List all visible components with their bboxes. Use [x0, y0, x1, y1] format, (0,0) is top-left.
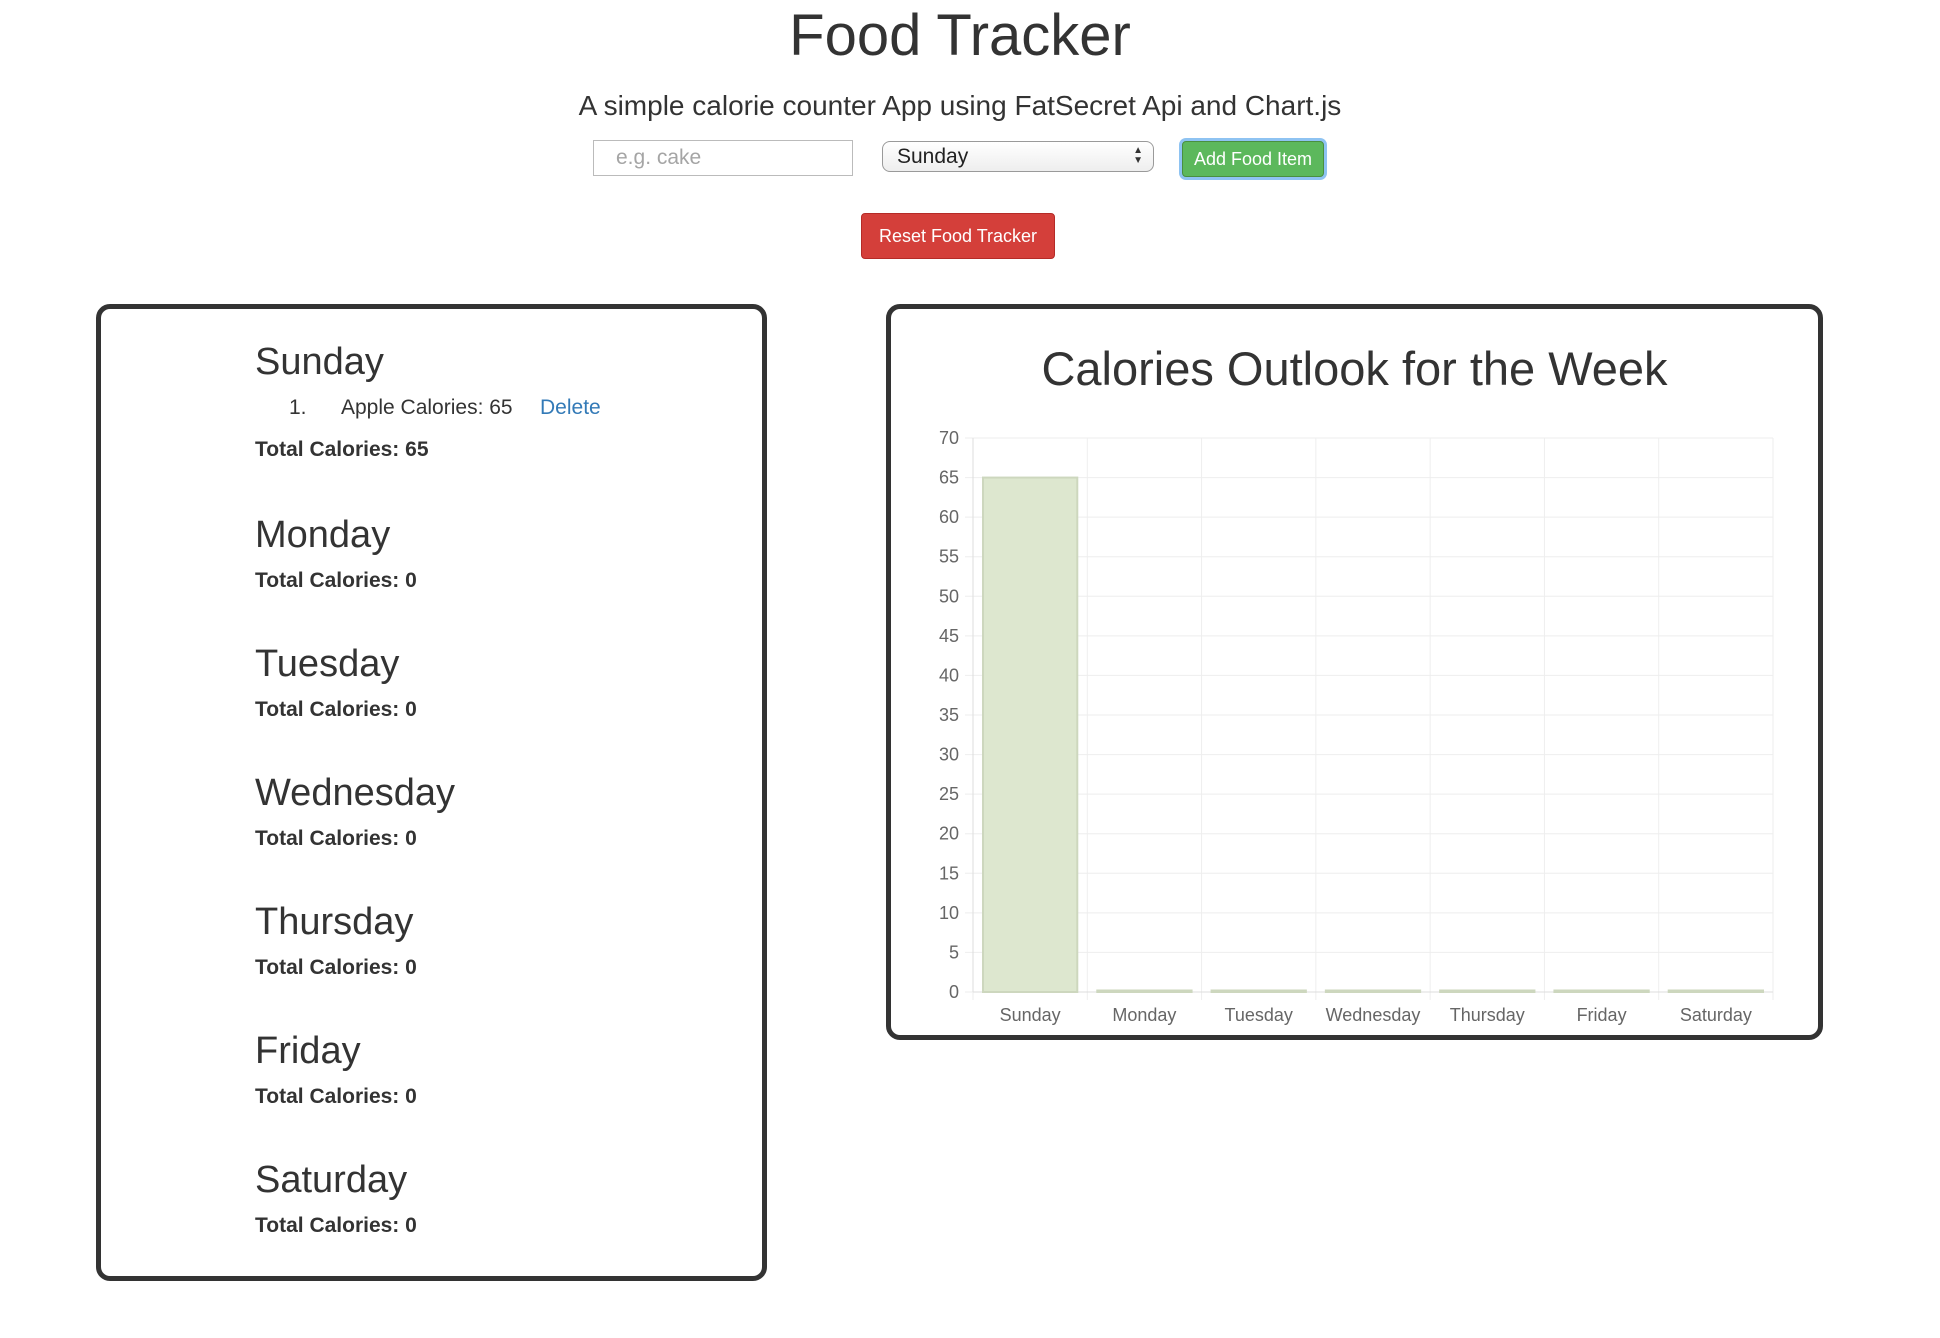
y-tick-label: 55	[939, 547, 959, 567]
day-name: Thursday	[255, 901, 414, 943]
x-tick-label: Friday	[1577, 1005, 1627, 1025]
y-tick-label: 5	[949, 942, 959, 962]
day-total: Total Calories: 0	[255, 569, 417, 592]
bar-friday	[1553, 989, 1650, 993]
list-item-text: Apple Calories: 65	[341, 396, 513, 419]
calorie-bar-chart: 0 5 10 15 20 25 30 35 40 45 50 55 60 65 70 Sunday Monday…	[939, 428, 1774, 1025]
day-total: Total Calories: 0	[255, 698, 417, 721]
x-tick-label: Thursday	[1450, 1005, 1525, 1025]
x-tick-label: Wednesday	[1326, 1005, 1421, 1025]
day-section-monday: Monday Total Calories: 0	[255, 514, 417, 593]
day-select-value: Sunday	[897, 145, 969, 168]
day-section-thursday: Thursday Total Calories: 0	[255, 901, 417, 980]
day-name: Tuesday	[255, 643, 400, 685]
y-tick-label: 35	[939, 705, 959, 725]
list-item: 1. Apple Calories: 65 Delete	[255, 396, 601, 426]
y-tick-label: 30	[939, 745, 959, 765]
day-total: Total Calories: 65	[255, 438, 429, 461]
page-title: Food Tracker	[789, 3, 1131, 68]
day-total: Total Calories: 0	[255, 956, 417, 979]
chart-panel: Calories Outlook for the Week 0 5 10 15 20 25…	[886, 304, 1823, 1040]
y-tick-label: 45	[939, 626, 959, 646]
bar-wednesday	[1324, 989, 1422, 993]
bar-monday	[1096, 989, 1193, 993]
day-total: Total Calories: 0	[255, 1085, 417, 1108]
day-total: Total Calories: 0	[255, 827, 417, 850]
y-tick-label: 15	[939, 863, 959, 883]
bar-tuesday	[1210, 989, 1307, 993]
reset-food-tracker-button[interactable]: Reset Food Tracker	[861, 213, 1055, 259]
y-tick-label: 40	[939, 665, 959, 685]
bar-sunday	[982, 476, 1079, 994]
y-tick-label: 50	[939, 586, 959, 606]
day-section-sunday: Sunday 1. Apple Calories: 65 Delete Tota…	[255, 341, 601, 462]
x-tick-label: Sunday	[1000, 1005, 1061, 1025]
bar-thursday	[1439, 989, 1536, 993]
y-tick-label: 60	[939, 507, 959, 527]
bar-saturday	[1667, 989, 1765, 993]
day-section-tuesday: Tuesday Total Calories: 0	[255, 643, 417, 722]
day-name: Saturday	[255, 1159, 408, 1201]
day-section-wednesday: Wednesday Total Calories: 0	[255, 772, 455, 851]
day-total: Total Calories: 0	[255, 1214, 417, 1237]
page-subtitle: A simple calorie counter App using FatSe…	[578, 90, 1342, 121]
x-tick-label: Saturday	[1680, 1005, 1752, 1025]
add-food-item-button[interactable]: Add Food Item	[1182, 141, 1324, 177]
y-tick-label: 65	[939, 468, 959, 488]
day-section-friday: Friday Total Calories: 0	[255, 1030, 417, 1109]
x-tick-label: Monday	[1112, 1005, 1176, 1025]
x-tick-label: Tuesday	[1225, 1005, 1293, 1025]
y-tick-label: 70	[939, 428, 959, 448]
delete-link[interactable]: Delete	[540, 396, 601, 419]
select-arrows-icon: ▲ ▼	[1133, 145, 1143, 166]
y-tick-label: 0	[949, 982, 959, 1002]
chart-title: Calories Outlook for the Week	[1041, 342, 1668, 395]
food-search-input[interactable]	[593, 140, 853, 176]
day-name: Wednesday	[255, 772, 455, 814]
y-tick-label: 25	[939, 784, 959, 804]
day-select[interactable]: Sunday ▲ ▼	[882, 141, 1154, 172]
day-name: Monday	[255, 514, 391, 556]
y-tick-label: 10	[939, 903, 959, 923]
day-name: Friday	[255, 1030, 361, 1072]
list-item-number: 1.	[289, 396, 307, 419]
days-panel: Sunday 1. Apple Calories: 65 Delete Tota…	[96, 304, 767, 1281]
day-section-saturday: Saturday Total Calories: 0	[255, 1159, 417, 1238]
day-name: Sunday	[255, 341, 384, 383]
y-tick-label: 20	[939, 824, 959, 844]
